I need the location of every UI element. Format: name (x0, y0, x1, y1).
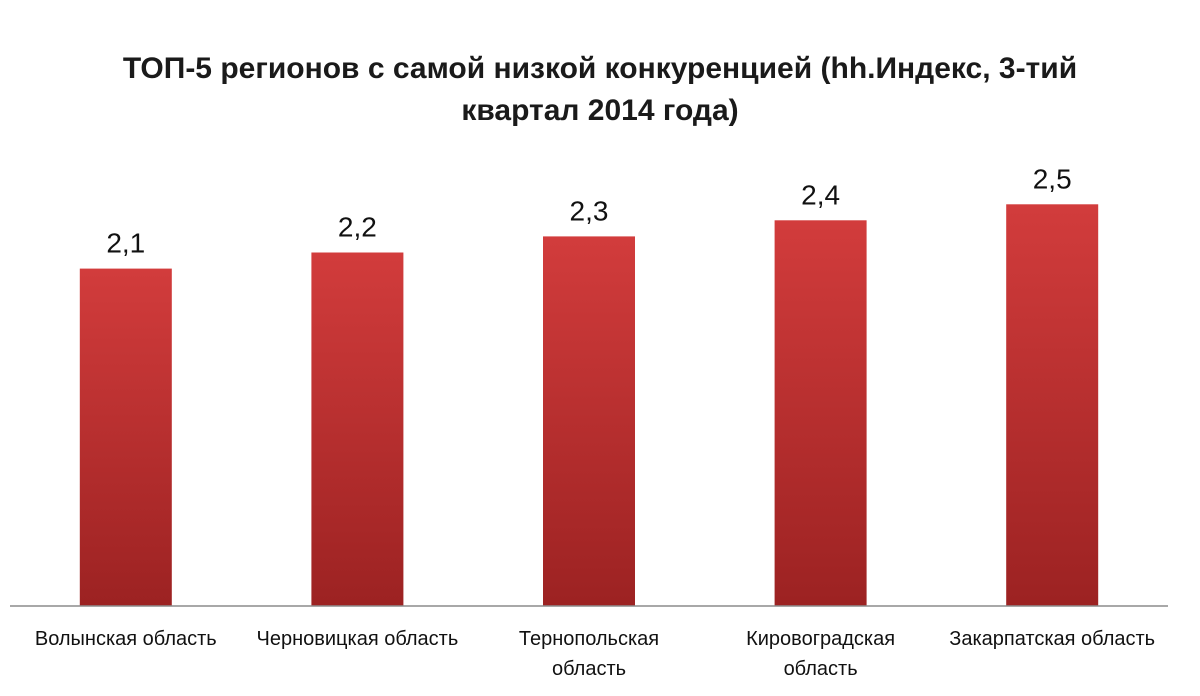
value-label-5: 2,5 (1033, 163, 1072, 194)
bar-4 (774, 220, 867, 607)
bar-2 (311, 252, 404, 606)
bar-1 (79, 268, 172, 606)
category-label-5: Закарпатская область (949, 628, 1155, 650)
category-label-3: Тернопольская область (519, 628, 659, 680)
category-label-line: Волынская область (35, 628, 217, 650)
value-label-3: 2,3 (570, 195, 609, 226)
value-label-1: 2,1 (106, 228, 145, 259)
category-label-line: Кировоградская (746, 628, 895, 650)
category-label-line: Закарпатская область (949, 628, 1155, 650)
category-label-1: Волынская область (35, 628, 217, 650)
labels-layer: 2,1 Волынская область 2,2 Черновицкая облас… (35, 163, 1155, 680)
category-label-2: Черновицкая область (257, 628, 459, 650)
value-label-2: 2,2 (338, 212, 377, 243)
bar-5 (1006, 204, 1099, 607)
value-label-4: 2,4 (801, 179, 840, 210)
category-label-line: область (784, 658, 858, 680)
category-label-4: Кировоградская область (746, 628, 895, 680)
category-label-line: область (552, 658, 626, 680)
bars-layer (79, 204, 1099, 607)
bar-3 (543, 236, 635, 606)
category-label-line: Тернопольская (519, 628, 659, 650)
chart-title: ТОП-5 регионов с самой низкой конкуренци… (122, 52, 1078, 127)
category-label-line: Черновицкая область (257, 628, 459, 650)
